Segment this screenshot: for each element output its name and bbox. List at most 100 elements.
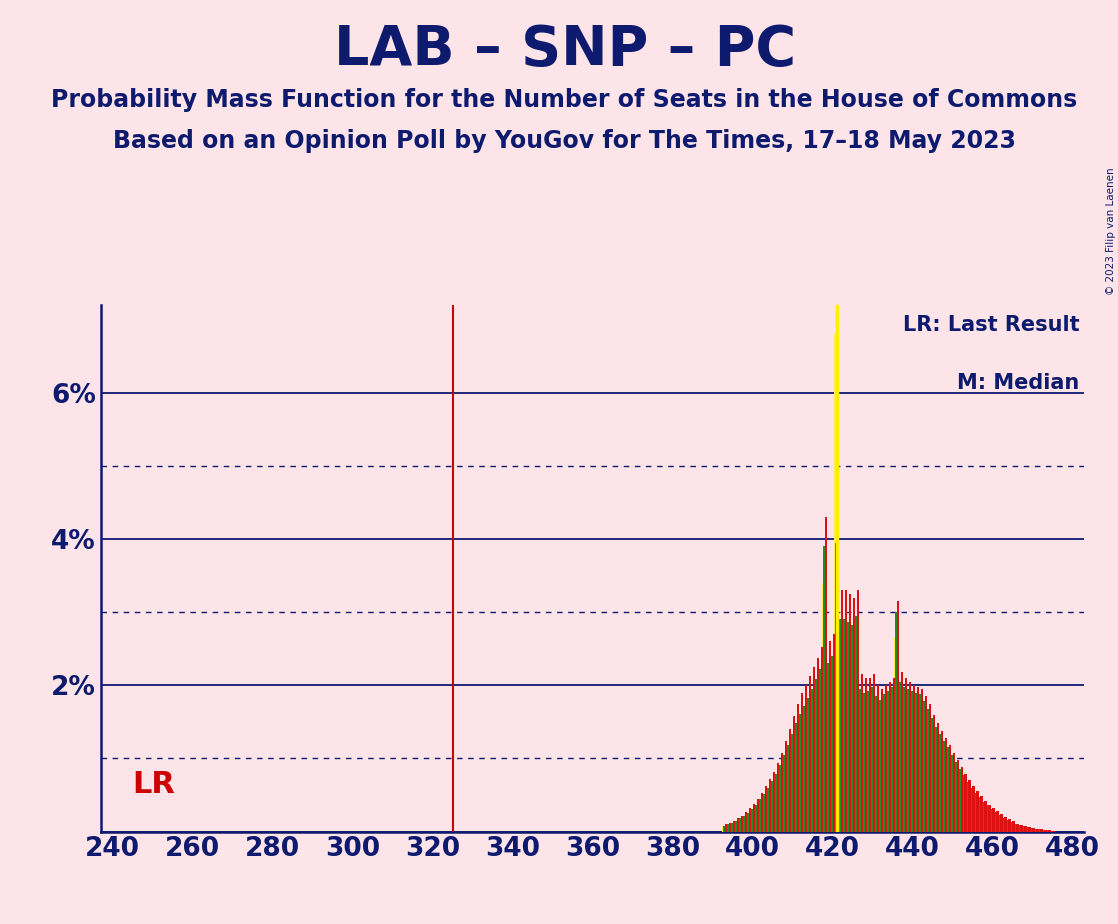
Bar — [938, 746, 940, 832]
Bar — [984, 802, 986, 832]
Bar — [888, 691, 890, 832]
Bar — [835, 542, 837, 832]
Bar — [897, 602, 899, 832]
Bar — [856, 590, 859, 832]
Bar — [771, 781, 774, 832]
Bar — [1042, 830, 1044, 832]
Bar — [736, 821, 738, 832]
Bar — [748, 812, 749, 832]
Bar — [1012, 822, 1014, 832]
Bar — [784, 755, 786, 832]
Bar — [945, 738, 947, 832]
Bar — [723, 826, 726, 832]
Bar — [729, 822, 731, 832]
Bar — [868, 691, 870, 832]
Bar — [957, 760, 959, 832]
Bar — [1049, 830, 1051, 832]
Bar — [890, 705, 892, 832]
Bar — [1043, 830, 1045, 832]
Bar — [1041, 830, 1043, 832]
Bar — [996, 811, 998, 832]
Bar — [995, 812, 997, 832]
Bar — [879, 716, 881, 832]
Bar — [884, 686, 887, 832]
Bar — [964, 775, 966, 832]
Bar — [871, 687, 873, 832]
Bar — [970, 794, 973, 832]
Bar — [728, 824, 730, 832]
Bar — [936, 727, 938, 832]
Bar — [766, 794, 768, 832]
Bar — [875, 697, 878, 832]
Bar — [811, 707, 813, 832]
Bar — [852, 626, 854, 832]
Bar — [735, 822, 737, 832]
Bar — [883, 694, 885, 832]
Text: M: Median: M: Median — [957, 373, 1080, 394]
Bar — [799, 714, 802, 832]
Bar — [727, 825, 729, 832]
Bar — [911, 691, 913, 832]
Bar — [929, 703, 930, 832]
Text: LR: Last Result: LR: Last Result — [903, 315, 1080, 335]
Bar — [843, 619, 845, 832]
Bar — [950, 765, 953, 832]
Bar — [968, 781, 970, 832]
Bar — [792, 735, 794, 832]
Bar — [1044, 830, 1046, 832]
Bar — [889, 682, 891, 832]
Bar — [1027, 827, 1030, 832]
Bar — [794, 738, 796, 832]
Bar — [1021, 825, 1023, 832]
Bar — [790, 748, 793, 832]
Bar — [1015, 823, 1017, 832]
Bar — [973, 786, 975, 832]
Bar — [1026, 828, 1029, 832]
Bar — [851, 648, 853, 832]
Bar — [1033, 828, 1034, 832]
Bar — [1003, 818, 1005, 832]
Bar — [863, 693, 865, 832]
Bar — [912, 686, 915, 832]
Bar — [1031, 829, 1032, 832]
Bar — [847, 623, 850, 832]
Bar — [778, 774, 780, 832]
Bar — [732, 821, 735, 832]
Bar — [998, 817, 1001, 832]
Bar — [832, 656, 834, 832]
Bar — [823, 546, 825, 832]
Bar — [902, 704, 904, 832]
Bar — [1018, 826, 1021, 832]
Text: LR: LR — [133, 770, 176, 798]
Bar — [783, 766, 785, 832]
Bar — [770, 787, 773, 832]
Bar — [777, 763, 779, 832]
Bar — [891, 687, 893, 832]
Bar — [978, 802, 980, 832]
Bar — [931, 718, 934, 832]
Bar — [822, 583, 824, 832]
Bar — [1032, 828, 1033, 832]
Bar — [796, 703, 798, 832]
Bar — [958, 777, 960, 832]
Bar — [907, 707, 909, 832]
Bar — [965, 773, 967, 832]
Bar — [793, 716, 795, 832]
Bar — [786, 757, 788, 832]
Bar — [894, 638, 897, 832]
Bar — [915, 711, 917, 832]
Bar — [882, 711, 884, 832]
Bar — [974, 798, 976, 832]
Bar — [975, 793, 977, 832]
Bar — [1048, 830, 1050, 832]
Bar — [988, 805, 991, 832]
Bar — [807, 698, 809, 832]
Bar — [1035, 830, 1038, 832]
Bar — [795, 723, 797, 832]
Bar — [808, 675, 811, 832]
Bar — [932, 714, 935, 832]
Bar — [910, 709, 912, 832]
Bar — [919, 694, 921, 832]
Bar — [742, 818, 745, 832]
Bar — [872, 675, 874, 832]
